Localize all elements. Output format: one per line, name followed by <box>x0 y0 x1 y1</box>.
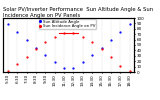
Legend: Sun Altitude Angle, Sun Incidence Angle on PV: Sun Altitude Angle, Sun Incidence Angle … <box>39 19 96 29</box>
Text: Solar PV/Inverter Performance  Sun Altitude Angle & Sun Incidence Angle on PV Pa: Solar PV/Inverter Performance Sun Altitu… <box>3 7 153 18</box>
